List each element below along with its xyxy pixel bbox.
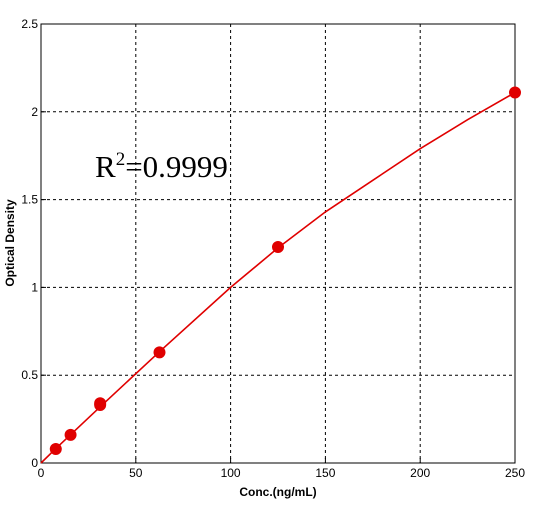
- y-tick-label: 1.5: [21, 193, 38, 207]
- x-tick-label: 100: [221, 466, 241, 480]
- x-axis-label: Conc.(ng/mL): [239, 485, 316, 499]
- grid-lines: [41, 24, 515, 463]
- x-tick-label: 250: [505, 466, 525, 480]
- data-point: [272, 241, 284, 254]
- data-point: [509, 86, 521, 99]
- data-points: [49, 86, 521, 455]
- x-tick-label: 150: [315, 466, 335, 480]
- y-tick-label: 0.5: [21, 368, 38, 382]
- y-tick-label: 0: [31, 456, 38, 470]
- y-tick-labels: 0 0.5 1 1.5 2 2.5: [21, 17, 38, 470]
- y-tick-label: 1: [31, 280, 38, 294]
- data-point: [94, 397, 107, 410]
- plot-area: [40, 23, 516, 464]
- y-tick-label: 2.5: [21, 17, 38, 31]
- y-tick-label: 2: [31, 105, 38, 119]
- data-point: [153, 346, 166, 359]
- data-point: [49, 442, 62, 455]
- x-tick-label: 0: [38, 466, 45, 480]
- r-squared-annotation: R2=0.9999: [95, 149, 228, 184]
- data-point: [64, 428, 77, 441]
- x-tick-label: 50: [129, 466, 143, 480]
- y-axis-label: Optical Density: [3, 199, 17, 287]
- x-tick-labels: 0 50 100 150 200 250: [38, 466, 526, 480]
- x-tick-label: 200: [410, 466, 430, 480]
